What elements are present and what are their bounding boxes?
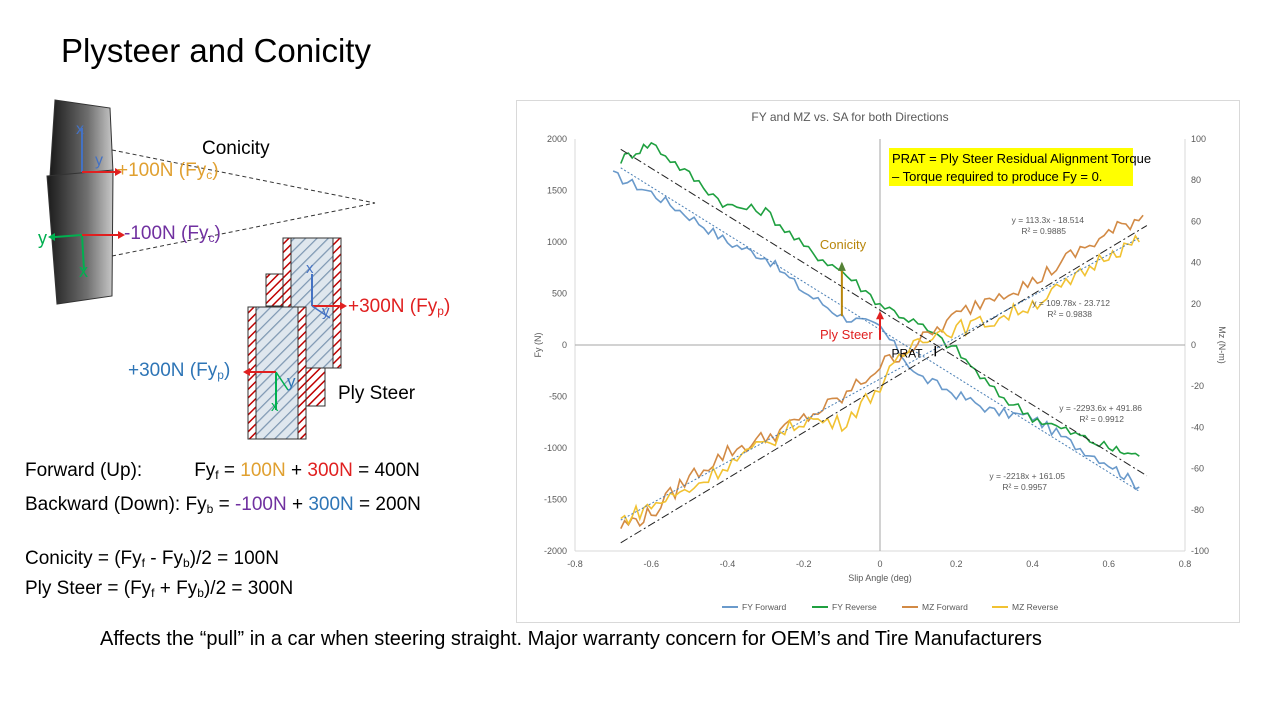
forward-equation: Forward (Up): Fyf = 100N + 300N = 400N	[25, 460, 420, 482]
ply-steer-lower-force: +300N (Fyp)	[128, 360, 231, 382]
y2-tick-label: -60	[1191, 464, 1204, 474]
legend-entry: FY Forward	[742, 602, 787, 612]
conicity-arrowhead	[837, 261, 846, 271]
y-tick-label: -1500	[544, 495, 567, 505]
y-tick-label: 1000	[547, 237, 567, 247]
y-tick-label: 0	[562, 340, 567, 350]
slide-title: Plysteer and Conicity	[61, 32, 371, 69]
y-axis-title: Fy (N)	[533, 333, 543, 358]
y2-tick-label: 100	[1191, 134, 1206, 144]
trendline-r2: R² = 0.9838	[1047, 309, 1092, 319]
y-tick-label: 2000	[547, 134, 567, 144]
y2-tick-label: 20	[1191, 299, 1201, 309]
y-tick-label: 1500	[547, 186, 567, 196]
y2-tick-label: 0	[1191, 340, 1196, 350]
y-tick-label: -2000	[544, 546, 567, 556]
ply-tire-upper-stripe-back	[265, 273, 285, 307]
y2-tick-label: 60	[1191, 216, 1201, 226]
trendline-equation: y = 109.78x - 23.712	[1032, 298, 1110, 308]
x-tick-label: 0.6	[1102, 559, 1115, 569]
axis-y-label-upper: y	[95, 152, 103, 169]
trendline-fy	[620, 148, 1148, 477]
y-tick-label: -500	[549, 392, 567, 402]
x-tick-label: 0.8	[1179, 559, 1192, 569]
conicity-negative-force: -100N (Fyc)	[124, 223, 221, 245]
x-tick-label: 0.2	[950, 559, 963, 569]
x-tick-label: -0.2	[796, 559, 812, 569]
axis-y-label-ply-lower: y	[287, 372, 296, 391]
tire-diagram	[46, 99, 376, 440]
prat-annotation: PRAT	[891, 346, 923, 360]
trendline-equation: y = 113.3x - 18.514	[1012, 215, 1085, 225]
x-tick-label: 0.4	[1026, 559, 1039, 569]
trendline-equation: y = -2218x + 161.05	[989, 471, 1065, 481]
y2-axis-title: Mz (N-m)	[1217, 326, 1227, 364]
y2-tick-label: -80	[1191, 505, 1204, 515]
trendline-r2: R² = 0.9885	[1021, 226, 1066, 236]
prat-box-line1: PRAT = Ply Steer Residual Alignment Torq…	[892, 151, 1151, 166]
y2-tick-label: -40	[1191, 422, 1204, 432]
prat-box-line2: – Torque required to produce Fy = 0.	[892, 169, 1102, 184]
x-tick-label: -0.6	[643, 559, 659, 569]
axis-x-label-ply-lower: x	[271, 398, 279, 415]
y2-tick-label: -20	[1191, 381, 1204, 391]
plysteer-formula: Ply Steer = (Fyf + Fyb)/2 = 300N	[25, 578, 294, 600]
trendline-r2: R² = 0.9912	[1079, 414, 1124, 424]
y2-tick-label: 40	[1191, 258, 1201, 268]
chart-frame: FY and MZ vs. SA for both Directions -0.8…	[516, 100, 1240, 623]
axis-y-label-ply-upper: y	[322, 303, 330, 320]
conicity-formula: Conicity = (Fyf - Fyb)/2 = 100N	[25, 548, 279, 570]
conicity-positive-force: +100N (Fyc)	[117, 160, 219, 182]
axis-y-label-lower: y	[38, 228, 47, 248]
trendline-r2: R² = 0.9957	[1002, 482, 1047, 492]
conicity-annotation: Conicity	[820, 237, 867, 252]
y-tick-label: -1000	[544, 443, 567, 453]
x-axis-title: Slip Angle (deg)	[848, 573, 912, 583]
conicity-diagram-label: Conicity	[202, 138, 270, 159]
y-tick-label: 500	[552, 289, 567, 299]
x-tick-label: -0.8	[567, 559, 583, 569]
trendline-mz	[620, 225, 1148, 544]
series-line-mz-reverse	[620, 234, 1140, 526]
footer-note: Affects the “pull” in a car when steerin…	[100, 628, 1042, 650]
trendline-equation: y = -2293.6x + 491.86	[1059, 403, 1142, 413]
legend-entry: FY Reverse	[832, 602, 877, 612]
ply-steer-arrowhead	[876, 311, 884, 320]
axis-x-label-lower: x	[79, 261, 88, 281]
backward-equation: Backward (Down): Fyb = -100N + 300N = 20…	[25, 494, 421, 516]
x-tick-label: 0	[877, 559, 882, 569]
axis-x-label-ply-upper: x	[306, 260, 314, 277]
y2-tick-label: 80	[1191, 175, 1201, 185]
x-tick-label: -0.4	[720, 559, 736, 569]
series-line-fy-reverse	[620, 141, 1140, 457]
ply-steer-upper-force: +300N (Fyp)	[348, 296, 451, 318]
legend-entry: MZ Reverse	[1012, 602, 1059, 612]
ply-steer-diagram-label: Ply Steer	[338, 383, 416, 404]
chart-title: FY and MZ vs. SA for both Directions	[751, 110, 948, 124]
fy-mz-chart: FY and MZ vs. SA for both Directions -0.8…	[533, 110, 1227, 612]
series-line-mz-forward	[620, 214, 1144, 529]
ply-steer-annotation: Ply Steer	[820, 327, 873, 342]
legend-entry: MZ Forward	[922, 602, 968, 612]
axis-x-label-upper: x	[76, 121, 84, 138]
y2-tick-label: -100	[1191, 546, 1209, 556]
prat-box	[889, 148, 1133, 186]
